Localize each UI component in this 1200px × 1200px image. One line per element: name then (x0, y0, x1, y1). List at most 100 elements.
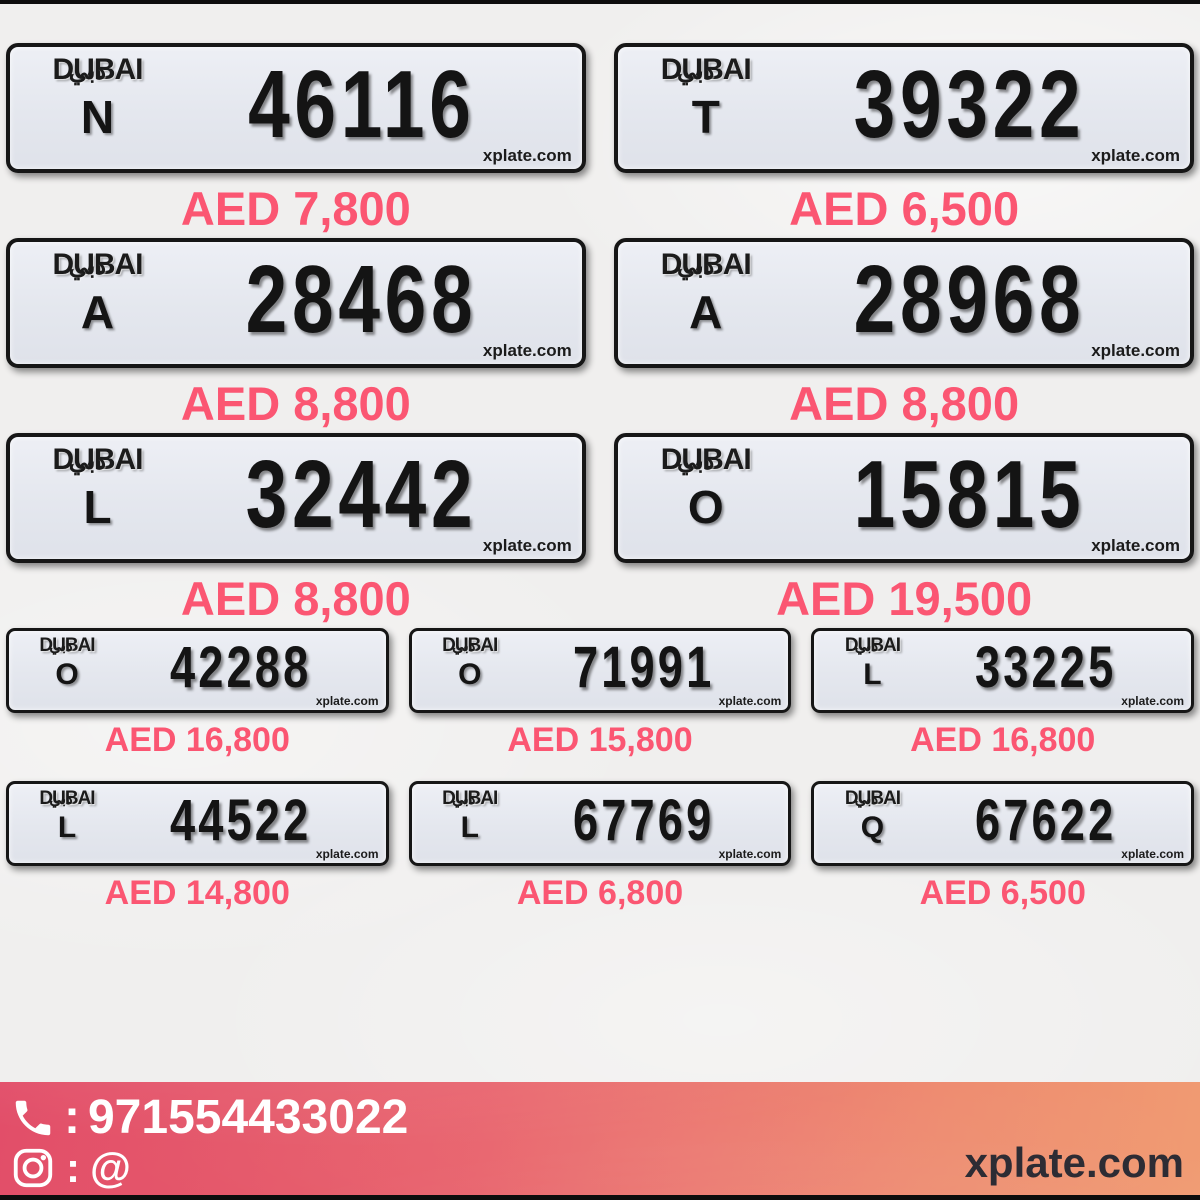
dubai-logo-latin: DUBAI (52, 53, 144, 86)
dubai-logo-arabic: دبي (68, 448, 107, 476)
dubai-logo-arabic: دبي (854, 638, 879, 656)
instagram-separator: : (66, 1144, 80, 1191)
dubai-logo-latin: DUBAI (844, 635, 901, 656)
dubai-logo-arabic: دبي (676, 448, 715, 476)
plate-number: 32442 (245, 441, 478, 548)
plate-left-block: DUBAI دبي L (424, 789, 516, 843)
dubai-logo-arabic: دبي (676, 253, 715, 281)
plate-left-block: DUBAI دبي O (21, 636, 113, 690)
plate-number: 42288 (169, 634, 312, 700)
plate-card[interactable]: DUBAI دبي L 67769 xplate.com (408, 781, 792, 866)
bottom-border-strip (0, 1195, 1200, 1200)
plate-number: 33225 (975, 634, 1117, 700)
plate-number: 15815 (854, 441, 1086, 548)
plate-letter-code: L (83, 481, 112, 533)
plate-listing: DUBAI دبي O 42288 xplate.com AED 16,800 (6, 628, 389, 781)
plate-watermark: xplate.com (718, 694, 782, 708)
plate-price-label: AED 8,800 (180, 377, 411, 430)
plate-number: 44522 (169, 787, 312, 853)
plate-card[interactable]: DUBAI دبي O 42288 xplate.com (6, 628, 389, 713)
plate-letter-code: N (80, 91, 115, 143)
plate-watermark: xplate.com (1091, 341, 1180, 360)
plate-listing: DUBAI دبي L 32442 xplate.com AED 8,800 (6, 433, 586, 628)
instagram-icon (10, 1145, 56, 1191)
website-link[interactable]: xplate.com (964, 1139, 1184, 1186)
plate-number: 28968 (854, 246, 1086, 353)
plate-watermark: xplate.com (718, 847, 782, 861)
plate-card[interactable]: DUBAI دبي N 46116 xplate.com (6, 43, 586, 173)
phone-icon (10, 1095, 56, 1141)
plate-card[interactable]: DUBAI دبي L 32442 xplate.com (6, 433, 586, 563)
dubai-logo-latin: DUBAI (52, 443, 144, 476)
plate-left-block: DUBAI دبي N (30, 53, 165, 143)
plate-listing: DUBAI دبي O 71991 xplate.com AED 15,800 (408, 628, 792, 781)
plate-price-label: AED 7,800 (180, 182, 411, 235)
plate-listing: DUBAI دبي L 67769 xplate.com AED 6,800 (408, 781, 792, 934)
plate-number: 67622 (975, 787, 1117, 853)
plate-card[interactable]: DUBAI دبي L 44522 xplate.com (6, 781, 389, 866)
plate-left-block: DUBAI دبي L (30, 443, 165, 533)
dubai-logo-arabic: دبي (68, 253, 107, 281)
plate-listing: DUBAI دبي Q 67622 xplate.com AED 6,500 (811, 781, 1194, 934)
plate-card[interactable]: DUBAI دبي T 39322 xplate.com (614, 43, 1194, 173)
plate-watermark: xplate.com (482, 146, 572, 165)
instagram-contact[interactable]: : @ (10, 1144, 131, 1192)
plate-number: 46116 (247, 51, 476, 158)
plate-watermark: xplate.com (1091, 146, 1180, 165)
plate-card[interactable]: DUBAI دبي A 28968 xplate.com (614, 238, 1194, 368)
plate-card[interactable]: DUBAI دبي O 15815 xplate.com (614, 433, 1194, 563)
plate-card[interactable]: DUBAI دبي Q 67622 xplate.com (811, 781, 1194, 866)
dubai-logo: DUBAI دبي (442, 789, 498, 809)
plate-watermark: xplate.com (482, 341, 572, 360)
plate-letter-code: A (689, 286, 723, 338)
plate-left-block: DUBAI دبي L (826, 636, 918, 690)
plate-card[interactable]: DUBAI دبي L 33225 xplate.com (811, 628, 1194, 713)
plate-price-label: AED 14,800 (104, 874, 290, 912)
instagram-handle: @ (90, 1144, 131, 1191)
plate-card[interactable]: DUBAI دبي O 71991 xplate.com (408, 628, 792, 713)
plate-watermark: xplate.com (315, 847, 379, 861)
plate-listing: DUBAI دبي A 28468 xplate.com AED 8,800 (6, 238, 586, 433)
plate-letter-code: T (691, 91, 720, 143)
plate-listing: DUBAI دبي N 46116 xplate.com AED 7,800 (6, 43, 586, 238)
plate-row: DUBAI دبي L 44522 xplate.com AED 14,800 DUBAI د… (0, 781, 1200, 934)
plate-letter-code: O (55, 658, 79, 691)
dubai-logo-arabic: دبي (854, 791, 879, 809)
plate-card[interactable]: DUBAI دبي A 28468 xplate.com (6, 238, 586, 368)
plate-listing: DUBAI دبي O 15815 xplate.com AED 19,500 (614, 433, 1194, 628)
plate-price-label: AED 19,500 (776, 572, 1033, 625)
dubai-logo: DUBAI دبي (442, 635, 498, 656)
plate-listing: DUBAI دبي A 28968 xplate.com AED 8,800 (614, 238, 1194, 433)
plate-number: 39322 (854, 51, 1086, 158)
plate-price-label: AED 8,800 (789, 377, 1020, 430)
plates-grid: DUBAI دبي N 46116 xplate.com AED 7,800 DUBAI دب… (0, 43, 1200, 934)
dubai-logo-arabic: دبي (68, 58, 107, 86)
dubai-logo-latin: DUBAI (442, 635, 498, 656)
dubai-logo-arabic: دبي (49, 791, 73, 809)
plate-price-label: AED 6,800 (516, 874, 684, 912)
dubai-logo: DUBAI دبي (53, 250, 144, 281)
plate-left-block: DUBAI دبي A (30, 250, 165, 336)
dubai-logo: DUBAI دبي (844, 788, 901, 809)
plate-letter-code: L (57, 811, 77, 844)
top-border-strip (0, 0, 1200, 4)
phone-contact[interactable]: : 971554433022 (10, 1090, 408, 1145)
phone-number: 971554433022 (87, 1091, 409, 1144)
dubai-logo-arabic: دبي (452, 791, 476, 809)
plate-row: DUBAI دبي O 42288 xplate.com AED 16,800 DUBAI د… (0, 628, 1200, 781)
plate-left-block: DUBAI دبي Q (826, 789, 918, 843)
dubai-logo-latin: DUBAI (844, 788, 901, 809)
phone-separator: : (64, 1091, 80, 1144)
dubai-logo: DUBAI دبي (52, 53, 144, 86)
plate-letter-code: O (458, 658, 482, 691)
dubai-logo-latin: DUBAI (660, 443, 752, 476)
dubai-logo-arabic: دبي (49, 638, 73, 656)
dubai-logo: DUBAI دبي (660, 443, 752, 476)
plate-listing: DUBAI دبي T 39322 xplate.com AED 6,500 (614, 43, 1194, 238)
plate-watermark: xplate.com (482, 536, 572, 555)
dubai-logo: DUBAI دبي (39, 636, 95, 656)
dubai-logo: DUBAI دبي (39, 789, 95, 809)
plate-number: 71991 (572, 634, 715, 700)
dubai-logo-arabic: دبي (676, 58, 715, 86)
plate-price-label: AED 16,800 (104, 721, 290, 759)
